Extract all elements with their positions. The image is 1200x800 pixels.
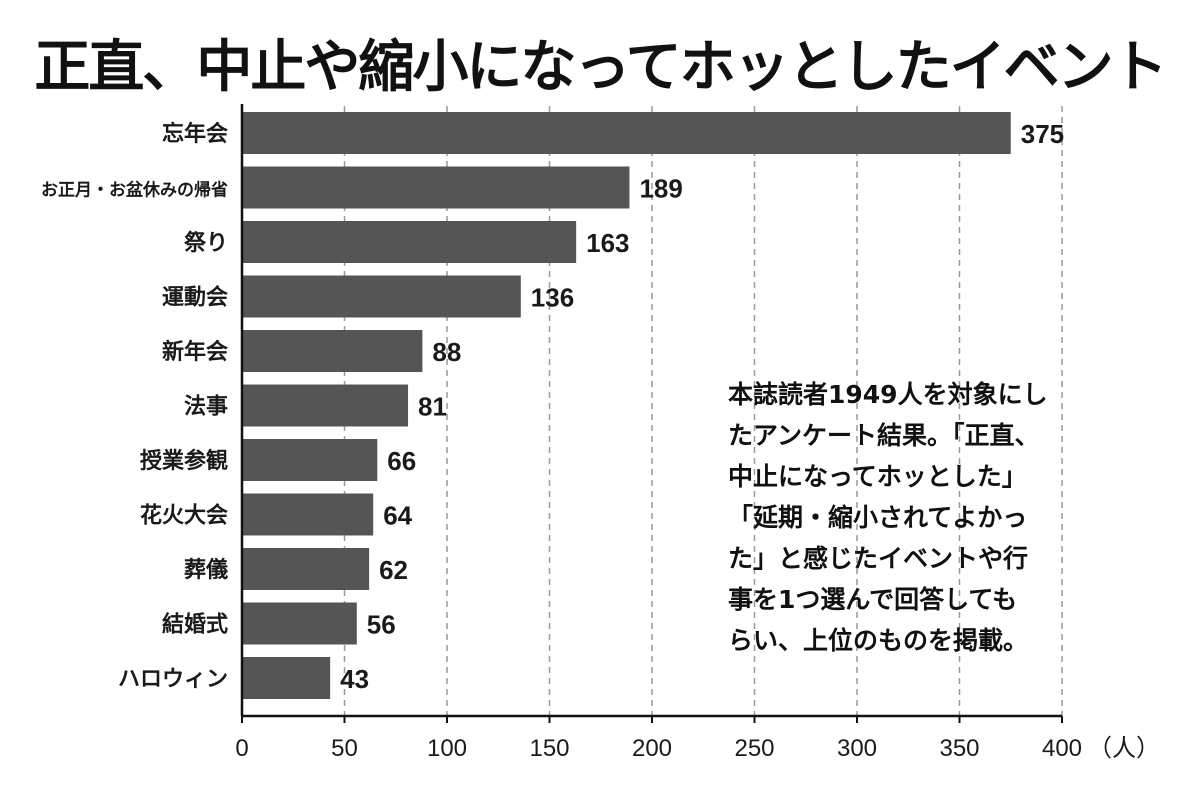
data-label: 66 [387, 446, 416, 476]
x-tick-label: 250 [734, 735, 774, 762]
data-label: 81 [418, 392, 447, 422]
data-label: 375 [1021, 119, 1064, 149]
chart-title: 正直、中止や縮小になってホッとしたイベント [34, 35, 1167, 100]
survey-note: 本誌読者1949人を対象にし たアンケート結果。「正直、 中止になってホッとした… [728, 380, 1048, 655]
category-label: 葬儀 [184, 557, 228, 583]
data-label: 64 [383, 501, 412, 531]
x-tick-label: 350 [939, 735, 979, 762]
bar [242, 657, 331, 699]
category-label: 花火大会 [140, 503, 228, 529]
x-tick-label: 50 [331, 735, 358, 762]
bar [242, 221, 577, 263]
bar [242, 275, 521, 318]
bar [242, 166, 630, 209]
category-label: 結婚式 [162, 612, 228, 638]
category-label: 祭り [183, 230, 228, 256]
data-label: 88 [432, 337, 461, 367]
data-label: 56 [367, 610, 396, 640]
x-tick-label: 200 [632, 735, 672, 762]
bar [242, 384, 409, 427]
x-tick-label: 100 [427, 735, 467, 762]
category-label: ハロウィン [118, 667, 228, 692]
x-tick-label: 400 [1042, 735, 1082, 762]
bar [242, 493, 374, 536]
bar [242, 602, 357, 645]
bar [242, 112, 1011, 154]
data-label: 43 [340, 664, 369, 694]
bar [242, 548, 370, 590]
data-label: 163 [586, 228, 629, 258]
x-tick-label: 300 [837, 735, 877, 762]
data-label: 189 [639, 174, 682, 204]
bar [242, 439, 378, 481]
category-label: お正月・お盆休みの帰省 [41, 180, 228, 201]
bar [242, 330, 423, 372]
x-tick-label: 150 [529, 735, 569, 762]
category-label: 法事 [184, 394, 228, 420]
data-label: 62 [379, 555, 408, 585]
category-label: 授業参観 [140, 448, 228, 474]
category-label: 新年会 [162, 339, 228, 365]
category-label: 運動会 [162, 285, 228, 311]
category-label: 忘年会 [162, 121, 228, 147]
x-tick-label: 0 [235, 735, 248, 762]
data-label: 136 [531, 283, 574, 313]
x-axis-unit: （人） [1088, 735, 1160, 762]
